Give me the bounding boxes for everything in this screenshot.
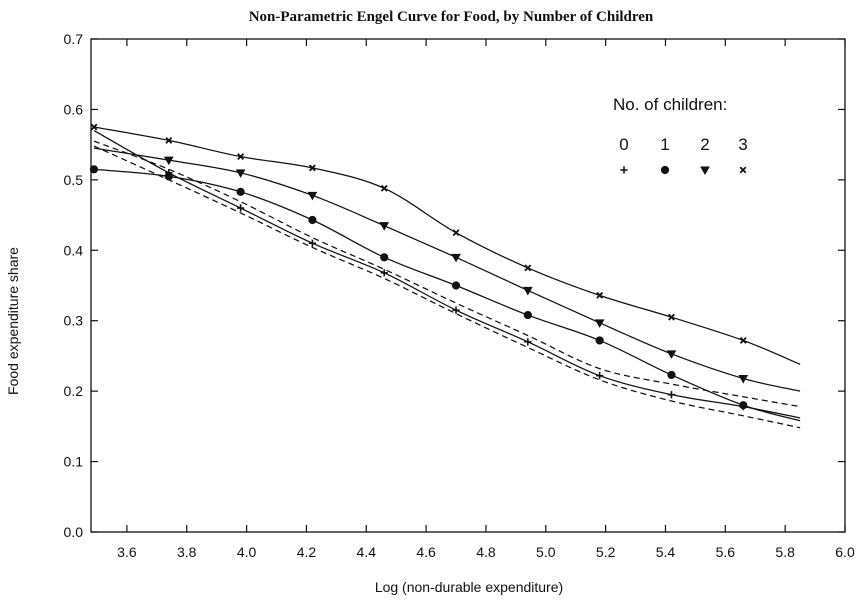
curve-children-1 [93, 168, 801, 422]
point-children-1 [523, 310, 532, 320]
point-children-2 [522, 286, 533, 296]
point-children-2 [163, 156, 174, 166]
legend-marker-0 [620, 166, 628, 174]
curve-children-3 [93, 126, 801, 365]
x-tick-label: 4.4 [357, 544, 377, 560]
x-tick-label: 6.0 [835, 544, 855, 560]
y-axis-label: Food expenditure share [5, 247, 21, 395]
curve-children-0 [93, 130, 801, 419]
point-children-0 [596, 372, 604, 380]
y-tick-label: 0.7 [64, 31, 84, 47]
point-children-0 [380, 269, 388, 277]
x-tick-label: 5.0 [536, 544, 556, 560]
point-children-0 [524, 338, 532, 346]
x-tick-label: 5.4 [656, 544, 676, 560]
point-children-2 [594, 319, 605, 328]
legend-entries: 0 1 2 3 [619, 135, 748, 176]
point-children-3 [308, 164, 316, 172]
point-children-1 [595, 336, 604, 345]
y-tick-label: 0.6 [64, 101, 84, 117]
point-children-3 [524, 264, 532, 272]
point-children-2 [235, 169, 246, 178]
point-children-1 [236, 187, 245, 196]
point-children-2 [451, 253, 461, 263]
x-tick-label: 5.2 [596, 544, 616, 560]
x-tick-label: 5.6 [716, 544, 736, 560]
point-children-0 [237, 204, 245, 212]
y-tick-label: 0.4 [64, 242, 84, 258]
point-children-3 [452, 229, 460, 237]
point-children-1 [380, 253, 389, 262]
y-tick-label: 0.1 [64, 454, 84, 470]
x-tick-label: 4.6 [416, 544, 436, 560]
point-children-3 [165, 136, 173, 144]
y-tick-label: 0.0 [64, 524, 84, 540]
point-children-2 [379, 222, 390, 231]
legend-label-2: 2 [700, 135, 709, 154]
point-children-1 [89, 165, 99, 174]
point-children-3 [237, 153, 245, 161]
point-children-0 [667, 391, 676, 399]
legend-marker-3 [739, 166, 747, 174]
legend-title: No. of children: [613, 95, 727, 114]
point-children-3 [668, 313, 675, 321]
point-children-0 [308, 239, 317, 247]
x-tick-label: 5.8 [775, 544, 795, 560]
point-children-1 [451, 281, 461, 290]
point-children-2 [738, 374, 749, 384]
x-tick-label: 3.6 [117, 544, 137, 560]
legend-marker-1 [660, 165, 670, 175]
point-children-2 [666, 350, 677, 359]
point-children-3 [90, 123, 98, 131]
point-children-3 [380, 184, 388, 192]
point-children-1 [164, 172, 173, 181]
legend-label-3: 3 [738, 135, 747, 154]
x-axis-label: Log (non-durable expenditure) [375, 579, 563, 595]
legend-label-0: 0 [619, 135, 628, 154]
dashed-curve-4 [93, 140, 801, 408]
point-children-3 [596, 291, 604, 299]
y-tick-label: 0.2 [64, 383, 84, 399]
plot-area: 3.6 3.8 4.0 4.2 4.4 4.6 4.8 5.0 5.2 5.4 5.6 5.8 6.0 0… [64, 31, 855, 560]
plot-frame [90, 38, 846, 533]
point-children-3 [739, 336, 747, 344]
legend-marker-2 [700, 166, 710, 176]
point-children-0 [452, 306, 460, 314]
y-tick-label: 0.5 [64, 172, 84, 188]
legend: No. of children: 0 1 2 3 [613, 95, 748, 176]
point-children-1 [308, 215, 317, 225]
legend-label-1: 1 [660, 135, 669, 154]
chart-title: Non-Parametric Engel Curve for Food, by … [249, 9, 654, 25]
point-children-1 [739, 401, 748, 410]
curve-children-2 [93, 147, 801, 392]
point-children-1 [667, 370, 676, 380]
x-tick-label: 3.8 [177, 544, 197, 560]
x-tick-label: 4.0 [237, 544, 257, 560]
point-children-2 [307, 191, 318, 201]
x-tick-label: 4.8 [476, 544, 496, 560]
y-tick-label: 0.3 [64, 313, 84, 329]
x-tick-label: 4.2 [297, 544, 317, 560]
